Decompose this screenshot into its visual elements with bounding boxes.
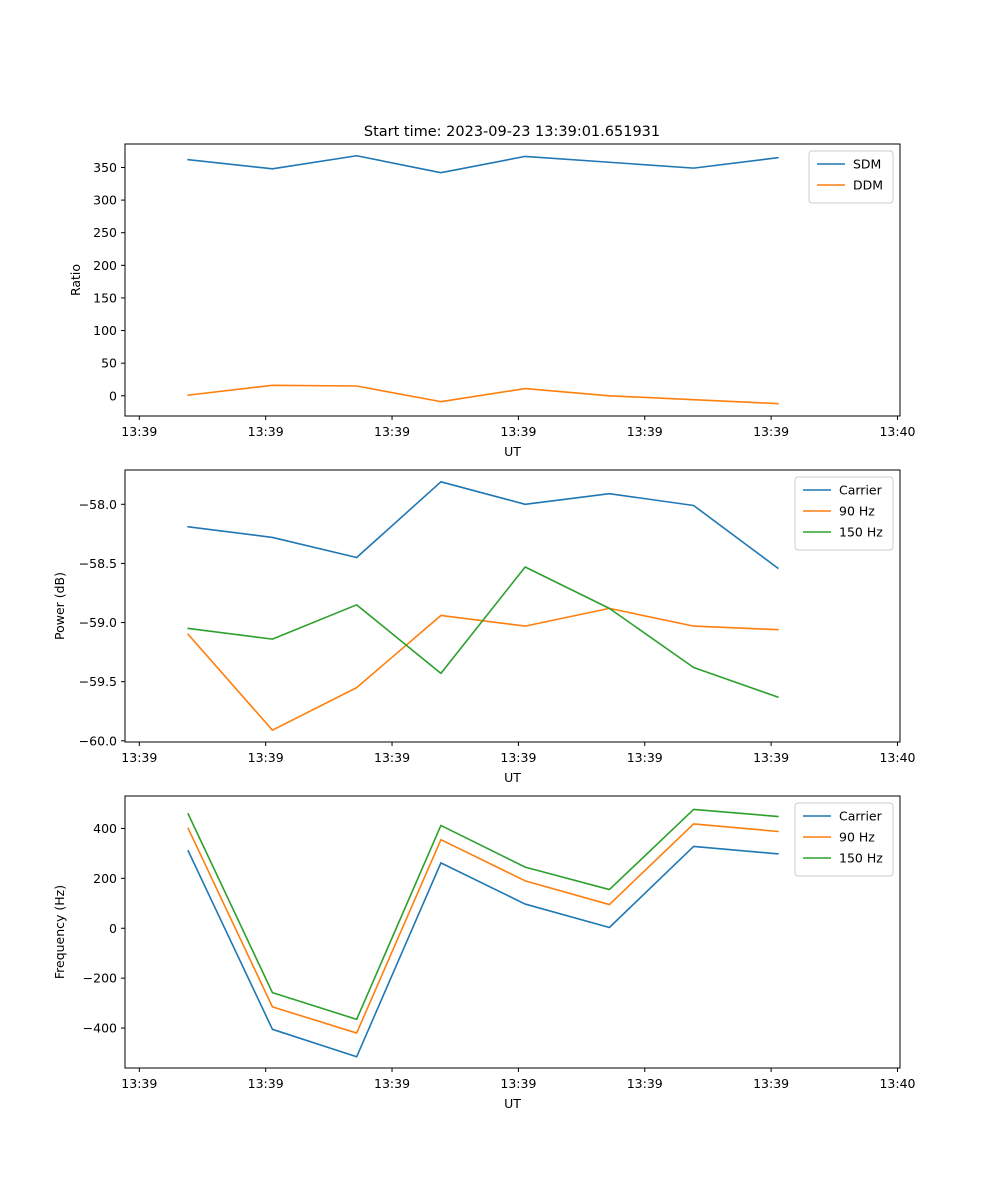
series-line-150-hz <box>187 566 779 699</box>
y-tick-label: 150 <box>93 290 117 305</box>
x-tick-label: 13:39 <box>753 424 789 439</box>
y-tick-label: 200 <box>93 258 117 273</box>
y-tick-label: −400 <box>83 1021 117 1036</box>
legend: SDM DDM <box>808 150 894 204</box>
x-tick-label: 13:39 <box>248 424 284 439</box>
x-tick-label: 13:39 <box>248 1076 284 1091</box>
series-line-90-hz <box>187 823 779 1034</box>
y-tick-label: −58.5 <box>79 556 117 571</box>
x-tick-label: 13:39 <box>121 424 157 439</box>
y-tick-label: 50 <box>101 356 117 371</box>
x-tick-label: 13:39 <box>627 1076 663 1091</box>
series-line-carrier <box>187 481 779 570</box>
y-axis-label: Frequency (Hz) <box>52 885 67 979</box>
x-tick-label: 13:39 <box>753 1076 789 1091</box>
x-tick-label: 13:39 <box>500 1076 536 1091</box>
axes-frame <box>124 795 901 1069</box>
x-axis-label: UT <box>504 1096 521 1111</box>
x-tick-label: 13:40 <box>879 424 915 439</box>
figure-title: Start time: 2023-09-23 13:39:01.651931 <box>364 124 660 140</box>
legend-label: Carrier <box>839 483 883 498</box>
legend-label: 150 Hz <box>839 851 883 866</box>
legend-label: Carrier <box>839 809 883 824</box>
series-line-carrier <box>187 845 779 1058</box>
x-tick-label: 13:39 <box>374 1076 410 1091</box>
x-tick-label: 13:39 <box>121 750 157 765</box>
legend: Carrier 90 Hz 150 Hz <box>794 802 894 877</box>
x-axis-label: UT <box>504 770 521 785</box>
y-tick-label: −59.5 <box>79 674 117 689</box>
chart-ratio: 0 50 100 150 200 250 300 350 13:39 13:39 13:39 13:3… <box>68 143 916 459</box>
x-tick-label: 13:39 <box>248 750 284 765</box>
y-tick-label: 0 <box>109 921 117 936</box>
y-tick-label: 350 <box>93 160 117 175</box>
y-tick-label: 250 <box>93 225 117 240</box>
axes-frame <box>124 143 901 417</box>
series-line-90-hz <box>187 607 779 731</box>
x-axis-label: UT <box>504 444 521 459</box>
x-tick-label: 13:39 <box>121 1076 157 1091</box>
series-line-ddm <box>187 384 779 405</box>
x-tick-label: 13:39 <box>753 750 789 765</box>
y-tick-label: 200 <box>93 871 117 886</box>
y-tick-label: 400 <box>93 821 117 836</box>
legend-label: 90 Hz <box>839 504 875 519</box>
y-tick-label: −200 <box>83 971 117 986</box>
y-tick-label: −59.0 <box>79 615 117 630</box>
y-axis-label: Ratio <box>68 264 83 296</box>
legend-label: DDM <box>853 178 883 193</box>
x-tick-label: 13:39 <box>374 424 410 439</box>
axes-frame <box>124 469 901 743</box>
x-tick-label: 13:39 <box>500 750 536 765</box>
x-tick-label: 13:40 <box>879 1076 915 1091</box>
x-tick-label: 13:39 <box>627 750 663 765</box>
legend: Carrier 90 Hz 150 Hz <box>794 476 894 551</box>
y-tick-label: 0 <box>109 388 117 403</box>
y-tick-label: 100 <box>93 323 117 338</box>
x-tick-label: 13:39 <box>374 750 410 765</box>
legend-label: 90 Hz <box>839 830 875 845</box>
x-tick-label: 13:39 <box>500 424 536 439</box>
y-tick-label: −58.0 <box>79 497 117 512</box>
y-axis-label: Power (dB) <box>52 572 67 640</box>
chart-power: −60.0 −59.5 −59.0 −58.5 −58.0 13:39 13:39 13:39… <box>52 469 916 785</box>
chart-frequency: −400 −200 0 200 400 13:39 13:39 13:39 13:39 13:39… <box>52 795 916 1111</box>
series-line-sdm <box>187 154 779 174</box>
y-tick-label: 300 <box>93 193 117 208</box>
y-tick-label: −60.0 <box>79 733 117 748</box>
legend-label: 150 Hz <box>839 525 883 540</box>
x-tick-label: 13:40 <box>879 750 915 765</box>
x-tick-label: 13:39 <box>627 424 663 439</box>
legend-label: SDM <box>853 157 881 172</box>
series-line-150-hz <box>187 808 779 1021</box>
